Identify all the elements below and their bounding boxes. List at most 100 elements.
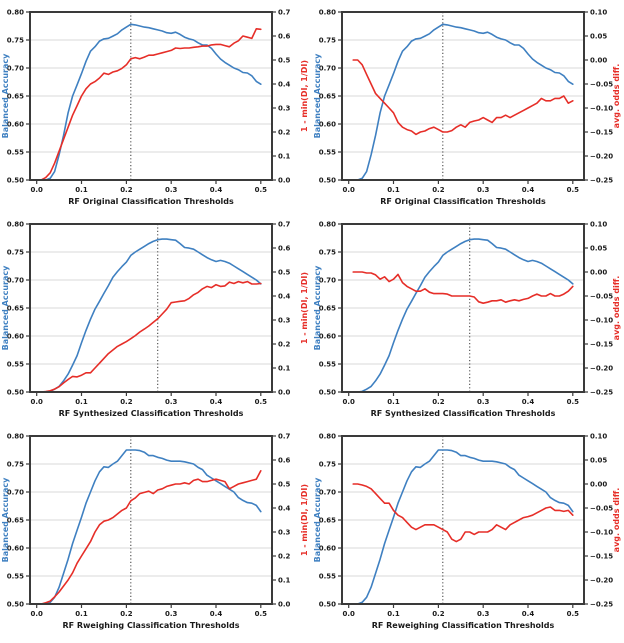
- right-y-axis-label: 1 - min(DI, 1/DI): [300, 272, 309, 344]
- y-tick-label-right: −0.20: [590, 153, 613, 161]
- y-tick-label-left: 0.50: [7, 389, 24, 397]
- x-tick-label: 0.4: [522, 186, 535, 194]
- y-tick-label-left: 0.60: [319, 545, 336, 553]
- y-tick-label-right: 0.10: [590, 433, 607, 441]
- x-tick-label: 0.5: [567, 610, 580, 618]
- y-tick-label-left: 0.50: [319, 389, 336, 397]
- y-tick-label-left: 0.55: [319, 149, 336, 157]
- x-axis-label: RF Original Classification Thresholds: [68, 197, 234, 206]
- y-tick-label-left: 0.80: [319, 221, 336, 229]
- left-y-axis-label: Balanced Accuracy: [313, 265, 322, 350]
- y-tick-label-right: 0.2: [278, 553, 291, 561]
- chart-rf-rweighing-vs-di: 0.0 0.1 0.2 0.3 0.4 0.5 0.50 0.55 0.60 0.65 0.70 0.…: [0, 426, 312, 638]
- y-tick-label-right: 0.00: [590, 57, 607, 65]
- x-tick-label: 0.5: [255, 186, 268, 194]
- chart-rf-synthesized-vs-odds-diff: 0.0 0.1 0.2 0.3 0.4 0.5 0.50 0.55 0.60 0.65 0.70 0.…: [312, 214, 624, 426]
- x-tick-label: 0.0: [342, 610, 355, 618]
- fairness-metric-line: [352, 271, 574, 304]
- y-tick-label-right: 0.3: [278, 105, 291, 113]
- y-tick-label-right: −0.20: [590, 365, 613, 373]
- x-tick-label: 0.4: [522, 398, 535, 406]
- fairness-metric-line: [40, 27, 262, 181]
- y-tick-label-right: 0.7: [278, 9, 291, 17]
- y-tick-label-right: 0.5: [278, 481, 291, 489]
- y-tick-label-left: 0.55: [7, 361, 24, 369]
- y-tick-label-left: 0.80: [319, 433, 336, 441]
- chart-svg: 0.0 0.1 0.2 0.3 0.4 0.5 0.50 0.55 0.60 0.65 0.70 0.…: [313, 221, 621, 419]
- y-tick-label-left: 0.65: [7, 517, 24, 525]
- x-axis-label: RF Reweighing Classification Thresholds: [372, 621, 555, 630]
- y-tick-label-right: 0.05: [590, 245, 607, 253]
- x-tick-label: 0.4: [522, 610, 535, 618]
- y-tick-label-right: 0.10: [590, 221, 607, 229]
- balanced-accuracy-line: [352, 449, 574, 605]
- left-y-axis-label: Balanced Accuracy: [1, 53, 10, 138]
- y-tick-label-right: −0.15: [590, 553, 613, 561]
- y-tick-label-left: 0.50: [7, 601, 24, 609]
- y-tick-label-left: 0.50: [7, 177, 24, 185]
- chart-svg: 0.0 0.1 0.2 0.3 0.4 0.5 0.50 0.55 0.60 0.65 0.70 0.…: [1, 9, 309, 207]
- y-tick-label-right: 0.5: [278, 57, 291, 65]
- balanced-accuracy-line: [40, 238, 262, 393]
- y-tick-label-right: 0.1: [278, 153, 291, 161]
- y-tick-label-right: 0.3: [278, 317, 291, 325]
- fairness-metric-line: [40, 280, 262, 393]
- fairness-metric-line: [40, 469, 262, 605]
- chart-rf-synthesized-vs-di: 0.0 0.1 0.2 0.3 0.4 0.5 0.50 0.55 0.60 0.65 0.70 0.…: [0, 214, 312, 426]
- y-tick-label-right: 0.3: [278, 529, 291, 537]
- x-tick-label: 0.1: [387, 186, 400, 194]
- y-tick-label-left: 0.65: [7, 305, 24, 313]
- x-tick-label: 0.0: [30, 398, 43, 406]
- right-y-axis-label: avg. odds diff.: [612, 276, 621, 341]
- y-tick-label-right: 0.1: [278, 365, 291, 373]
- x-tick-label: 0.3: [477, 610, 490, 618]
- x-tick-label: 0.1: [75, 398, 88, 406]
- plot-border: [29, 223, 273, 393]
- y-tick-label-left: 0.60: [7, 121, 24, 129]
- y-tick-label-right: 0.2: [278, 129, 291, 137]
- chart-svg: 0.0 0.1 0.2 0.3 0.4 0.5 0.50 0.55 0.60 0.65 0.70 0.…: [1, 433, 309, 631]
- x-axis-label: RF Rweighing Classification Thresholds: [62, 621, 239, 630]
- x-tick-label: 0.0: [30, 610, 43, 618]
- x-tick-label: 0.3: [165, 398, 178, 406]
- fairness-metric-line: [352, 59, 574, 136]
- x-tick-label: 0.2: [120, 186, 133, 194]
- y-tick-label-left: 0.55: [319, 361, 336, 369]
- y-tick-label-right: 0.05: [590, 457, 607, 465]
- x-tick-label: 0.3: [165, 186, 178, 194]
- x-tick-label: 0.3: [165, 610, 178, 618]
- y-tick-label-left: 0.75: [7, 249, 24, 257]
- y-tick-label-left: 0.60: [7, 545, 24, 553]
- y-tick-label-left: 0.70: [7, 489, 24, 497]
- chart-svg: 0.0 0.1 0.2 0.3 0.4 0.5 0.50 0.55 0.60 0.65 0.70 0.…: [313, 433, 621, 631]
- right-y-axis-label: 1 - min(DI, 1/DI): [300, 60, 309, 132]
- x-tick-label: 0.5: [255, 398, 268, 406]
- y-tick-label-right: 0.7: [278, 221, 291, 229]
- y-tick-label-right: 0.4: [278, 505, 291, 513]
- y-tick-label-left: 0.75: [319, 461, 336, 469]
- y-tick-label-right: 0.2: [278, 341, 291, 349]
- y-tick-label-right: 0.10: [590, 9, 607, 17]
- y-tick-label-left: 0.70: [319, 65, 336, 73]
- y-tick-label-right: 0.0: [278, 177, 291, 185]
- plot-border: [341, 435, 585, 605]
- y-tick-label-left: 0.65: [319, 305, 336, 313]
- y-tick-label-left: 0.80: [7, 433, 24, 441]
- x-tick-label: 0.0: [342, 186, 355, 194]
- fairness-metric-line: [352, 483, 574, 543]
- left-y-axis-label: Balanced Accuracy: [313, 477, 322, 562]
- y-tick-label-right: 0.1: [278, 577, 291, 585]
- y-tick-label-right: −0.25: [590, 389, 613, 397]
- plot-border: [341, 11, 585, 181]
- y-tick-label-left: 0.60: [7, 333, 24, 341]
- y-tick-label-left: 0.50: [319, 177, 336, 185]
- balanced-accuracy-line: [352, 238, 574, 393]
- y-tick-label-right: 0.0: [278, 389, 291, 397]
- x-tick-label: 0.1: [387, 610, 400, 618]
- plot-border: [29, 11, 273, 181]
- x-tick-label: 0.3: [477, 398, 490, 406]
- x-tick-label: 0.2: [120, 610, 133, 618]
- y-tick-label-right: −0.05: [590, 293, 613, 301]
- x-tick-label: 0.0: [30, 186, 43, 194]
- y-tick-label-left: 0.75: [319, 37, 336, 45]
